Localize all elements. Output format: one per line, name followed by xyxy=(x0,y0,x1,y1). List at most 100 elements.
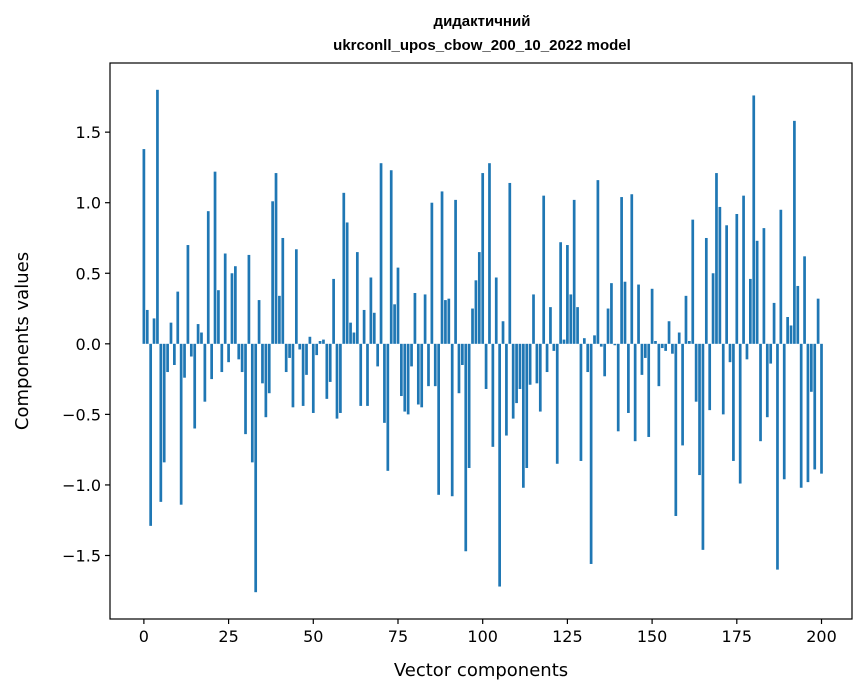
bar-125 xyxy=(566,245,569,344)
x-tick-label-150: 150 xyxy=(637,627,668,646)
bar-174 xyxy=(732,343,735,461)
bar-136 xyxy=(603,343,607,377)
bar-49 xyxy=(308,336,312,344)
bar-191 xyxy=(789,325,793,344)
y-tick-label-2: −0.5 xyxy=(62,405,101,424)
bar-39 xyxy=(274,173,278,344)
bar-25 xyxy=(227,343,230,363)
bar-30 xyxy=(244,343,247,435)
bar-107 xyxy=(505,343,508,436)
bar-150 xyxy=(650,288,654,344)
bar-98 xyxy=(474,280,478,344)
bar-196 xyxy=(806,343,810,483)
bar-114 xyxy=(528,343,532,385)
bar-126 xyxy=(569,294,573,344)
bar-3 xyxy=(152,318,156,344)
bar-37 xyxy=(267,343,271,394)
bar-20 xyxy=(210,343,213,380)
bar-65 xyxy=(362,309,366,344)
bar-151 xyxy=(654,341,657,344)
bar-1 xyxy=(145,309,149,344)
bar-69 xyxy=(376,343,380,367)
bar-18 xyxy=(203,343,207,402)
bar-139 xyxy=(613,343,617,346)
bar-81 xyxy=(416,343,420,405)
bar-177 xyxy=(742,195,745,344)
bar-106 xyxy=(501,321,505,344)
bar-80 xyxy=(413,293,417,344)
bar-87 xyxy=(437,343,440,495)
bar-183 xyxy=(762,228,766,344)
bar-147 xyxy=(640,343,644,375)
bar-162 xyxy=(691,219,695,344)
bar-90 xyxy=(447,298,451,344)
bar-95 xyxy=(464,343,468,552)
bar-77 xyxy=(403,343,407,412)
bar-120 xyxy=(549,307,552,344)
bar-4 xyxy=(156,89,159,344)
x-tick-label-50: 50 xyxy=(303,627,323,646)
bar-187 xyxy=(776,343,779,570)
bar-197 xyxy=(809,343,813,392)
bar-109 xyxy=(511,343,515,419)
bar-173 xyxy=(728,343,732,363)
bar-8 xyxy=(169,322,173,344)
x-axis: 0 25 50 75 100 125 150 175 200 xyxy=(139,619,837,646)
bar-92 xyxy=(454,199,457,344)
bar-54 xyxy=(325,343,329,399)
x-axis-label: Vector components xyxy=(394,660,568,681)
bar-124 xyxy=(562,339,566,344)
bar-176 xyxy=(738,343,742,484)
bar-113 xyxy=(525,343,529,468)
bar-99 xyxy=(477,252,481,344)
bar-158 xyxy=(677,332,681,344)
bar-73 xyxy=(389,170,393,344)
bar-146 xyxy=(637,284,640,344)
bar-26 xyxy=(230,273,234,344)
bar-82 xyxy=(420,343,424,408)
bar-64 xyxy=(359,343,363,406)
bar-186 xyxy=(772,302,776,344)
bar-40 xyxy=(278,295,281,344)
bar-138 xyxy=(610,283,613,344)
bar-190 xyxy=(786,317,789,344)
bar-148 xyxy=(643,343,647,358)
bar-5 xyxy=(159,343,163,502)
bar-13 xyxy=(186,245,190,344)
bar-38 xyxy=(271,201,274,344)
bar-33 xyxy=(254,343,258,593)
bar-0 xyxy=(142,149,146,344)
bar-135 xyxy=(599,343,603,347)
bar-21 xyxy=(213,171,217,344)
bar-133 xyxy=(593,335,596,344)
bar-179 xyxy=(749,278,752,344)
bar-167 xyxy=(708,343,712,411)
bar-27 xyxy=(234,266,237,344)
bar-163 xyxy=(694,343,698,402)
bar-161 xyxy=(688,341,691,344)
bar-97 xyxy=(471,308,474,344)
bar-181 xyxy=(755,240,759,344)
bar-165 xyxy=(701,343,705,550)
bar-194 xyxy=(799,343,803,488)
bar-118 xyxy=(542,195,546,344)
bar-76 xyxy=(400,343,403,397)
y-axis-label: Components values xyxy=(12,252,33,430)
bar-41 xyxy=(281,237,285,344)
bar-142 xyxy=(623,281,627,344)
bar-88 xyxy=(440,191,444,344)
bar-44 xyxy=(291,343,295,408)
bar-12 xyxy=(183,343,186,378)
y-tick-label-5: 1.0 xyxy=(76,194,101,213)
bar-195 xyxy=(803,256,806,344)
bar-175 xyxy=(735,213,739,344)
bar-170 xyxy=(718,206,722,344)
bar-96 xyxy=(467,343,471,468)
y-axis: −1.5 −1.0 −0.5 0.0 0.5 1.0 1.5 xyxy=(62,123,110,565)
x-tick-label-200: 200 xyxy=(806,627,837,646)
bar-172 xyxy=(725,225,728,344)
bar-46 xyxy=(298,343,302,350)
y-tick-label-4: 0.5 xyxy=(76,264,101,283)
bar-56 xyxy=(332,278,335,344)
bar-192 xyxy=(793,120,796,344)
